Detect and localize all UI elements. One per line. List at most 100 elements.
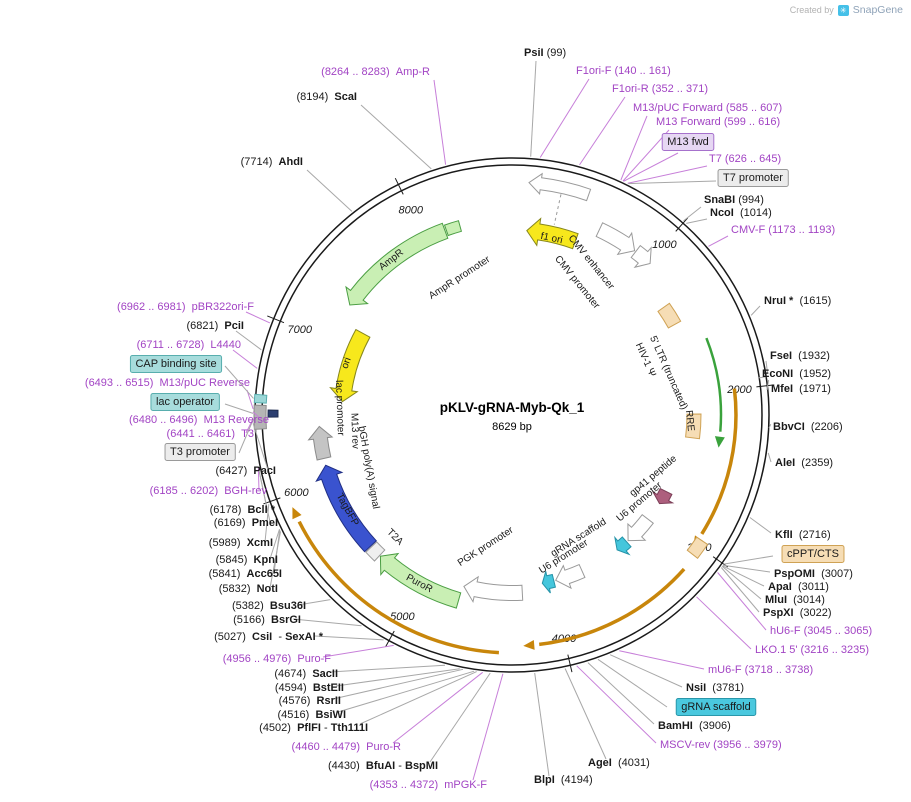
- generated-map-layer: 10002000300040005000600070008000f1 oriCM…: [85, 47, 872, 791]
- label-hu6-f: hU6-F (3045 .. 3065): [770, 625, 872, 637]
- leader-nsii: [609, 654, 683, 688]
- label-puro-f: (4956 .. 4976) Puro-F: [223, 653, 332, 665]
- leader-m13-puc-reverse: [246, 389, 254, 410]
- feature-lac-operator-block: [267, 409, 279, 418]
- feature-label-pgk-promoter: PGK promoter: [456, 525, 516, 569]
- label-bsrgi: (5166) BsrGI: [233, 614, 301, 626]
- tick-5000: [385, 630, 395, 648]
- label-econi: EcoNI (1952): [762, 368, 831, 380]
- feature-cap-site-block: [253, 393, 268, 404]
- leader-pcii: [235, 330, 262, 351]
- callout-t7-promoter: T7 promoter: [628, 169, 789, 187]
- label-blpi: BlpI (4194): [534, 774, 593, 786]
- callout-alei: AleI (2359): [767, 452, 833, 469]
- label-t7: T7 (626 .. 645): [709, 153, 781, 165]
- leader-ahdi: [306, 169, 353, 212]
- feature-lac-promoter-block: [253, 404, 267, 430]
- leader-bcli: [258, 469, 268, 510]
- leader-mscv-rev: [576, 665, 657, 744]
- leader-t7-promoter: [628, 180, 717, 185]
- feature-gp41-peptide: [651, 487, 675, 505]
- label-mscv-rev: MSCV-rev (3956 .. 3979): [660, 739, 782, 751]
- label-pspxi: PspXI (3022): [763, 607, 832, 619]
- leader-pspxi: [720, 567, 760, 613]
- feature-ampr: [345, 222, 449, 306]
- label-scai: (8194) ScaI: [296, 91, 357, 103]
- leader-nrui: [750, 305, 761, 316]
- tick-2000: [756, 384, 775, 388]
- callout-pspxi: PspXI (3022): [720, 567, 832, 619]
- label-bamhi: BamHI (3906): [658, 720, 731, 732]
- callout-m13-puc-reverse: (6493 .. 6515) M13/pUC Reverse: [85, 377, 254, 410]
- feature-label-ori: ori: [340, 356, 354, 370]
- label-mu6-f: mU6-F (3718 .. 3738): [708, 664, 813, 676]
- leader-grna-scaffold-box: [597, 658, 668, 708]
- leader-bfuai-bspmi: [429, 672, 491, 763]
- leader-bbvci: [768, 423, 772, 429]
- callout-bsiwi: (4516) BsiWI: [278, 670, 475, 721]
- plasmid-title: pKLV-gRNA-Myb-Qk_1: [440, 400, 585, 415]
- label-m13-puc-reverse: (6493 .. 6515) M13/pUC Reverse: [85, 377, 250, 389]
- callout-f1ori-f: F1ori-F (140 .. 161): [539, 65, 671, 158]
- leader-bsu36i: [297, 599, 331, 606]
- callout-pcii: (6821) PciI: [187, 320, 262, 351]
- tick-7000: [267, 315, 285, 324]
- label-paci: (6427) PacI: [215, 465, 276, 477]
- leader-bsteii: [335, 668, 460, 687]
- label-kpni: (5845) KpnI: [216, 554, 278, 566]
- leader-l4440: [232, 349, 258, 369]
- leader-ncoi: [686, 218, 708, 224]
- leader-acc65i: [273, 529, 281, 574]
- label-ncoi: NcoI (1014): [710, 207, 772, 219]
- callout-t3: (6441 .. 6461) T3: [167, 418, 254, 440]
- leader-t3: [245, 418, 254, 434]
- callout-xcmi: (5989) XcmI: [209, 504, 273, 549]
- tick-label-2000: 2000: [726, 384, 752, 396]
- callout-blpi: BlpI (4194): [534, 672, 593, 786]
- leader-lac-operator: [224, 403, 254, 414]
- callout-pflfi-tth111i: (4502) PflFI - Tth111I: [259, 671, 477, 734]
- label-box-lac-operator: [150, 393, 220, 411]
- leader-mpgk-f: [472, 673, 504, 781]
- label-box-t7-promoter: [717, 169, 789, 187]
- leader-f1ori-r: [579, 96, 626, 166]
- label-mpgk-f: (4353 .. 4372) mPGK-F: [370, 779, 488, 791]
- label-puro-r: (4460 .. 4479) Puro-R: [292, 741, 402, 753]
- label-pflfi-tth111i: (4502) PflFI - Tth111I: [259, 722, 368, 734]
- label-psi-i: PsiI (99): [524, 47, 566, 59]
- label-nsii: NsiI (3781): [686, 682, 744, 694]
- label-grna-scaffold-box: gRNA scaffold: [681, 701, 751, 713]
- label-cap-binding-site: CAP binding site: [135, 358, 216, 370]
- label-mlui: MluI (3014): [765, 594, 825, 606]
- label-box-cppt-cts: [781, 545, 845, 563]
- tick-label-5000: 5000: [390, 611, 415, 623]
- callout-ahdi: (7714) AhdI: [241, 156, 353, 212]
- tick-4000: [567, 654, 573, 673]
- callout-kfli: KflI (2716): [749, 517, 831, 541]
- leader-scai: [360, 104, 432, 170]
- label-pcii: (6821) PciI: [187, 320, 245, 332]
- callout-sacii: (4674) SacII: [274, 664, 446, 680]
- leader-cap-binding-site: [224, 365, 254, 399]
- leader-apai: [722, 565, 765, 587]
- callout-ncoi: NcoI (1014): [686, 207, 772, 224]
- callout-psi-i: PsiI (99): [524, 47, 566, 157]
- feature-rre: [685, 413, 702, 440]
- label-ahdi: (7714) AhdI: [241, 156, 303, 168]
- callout-l4440: (6711 .. 6728) L4440: [137, 339, 258, 369]
- leader-puro-f: [322, 644, 394, 658]
- feature-label-lac-promoter: lac promoter: [333, 380, 346, 437]
- label-cppt-cts: cPPT/CTS: [787, 548, 839, 560]
- label-m13-forward: M13 Forward (599 .. 616): [656, 116, 780, 128]
- callout-bbvci: BbvCI (2206): [768, 421, 843, 433]
- leader-amp-r: [433, 79, 447, 165]
- label-pbr322ori-f: (6962 .. 6981) pBR322ori-F: [117, 301, 254, 313]
- label-mfei: MfeI (1971): [771, 383, 831, 395]
- arc-orf-arc-bottom: [538, 567, 686, 647]
- callout-econi: EcoNI (1952): [757, 368, 831, 380]
- feature-label-f1-ori: f1 ori: [540, 231, 564, 246]
- callout-puro-f: (4956 .. 4976) Puro-F: [223, 644, 394, 665]
- feature-grna-scaffold-2: [541, 571, 557, 594]
- leader-m13-puc-forward: [620, 115, 648, 181]
